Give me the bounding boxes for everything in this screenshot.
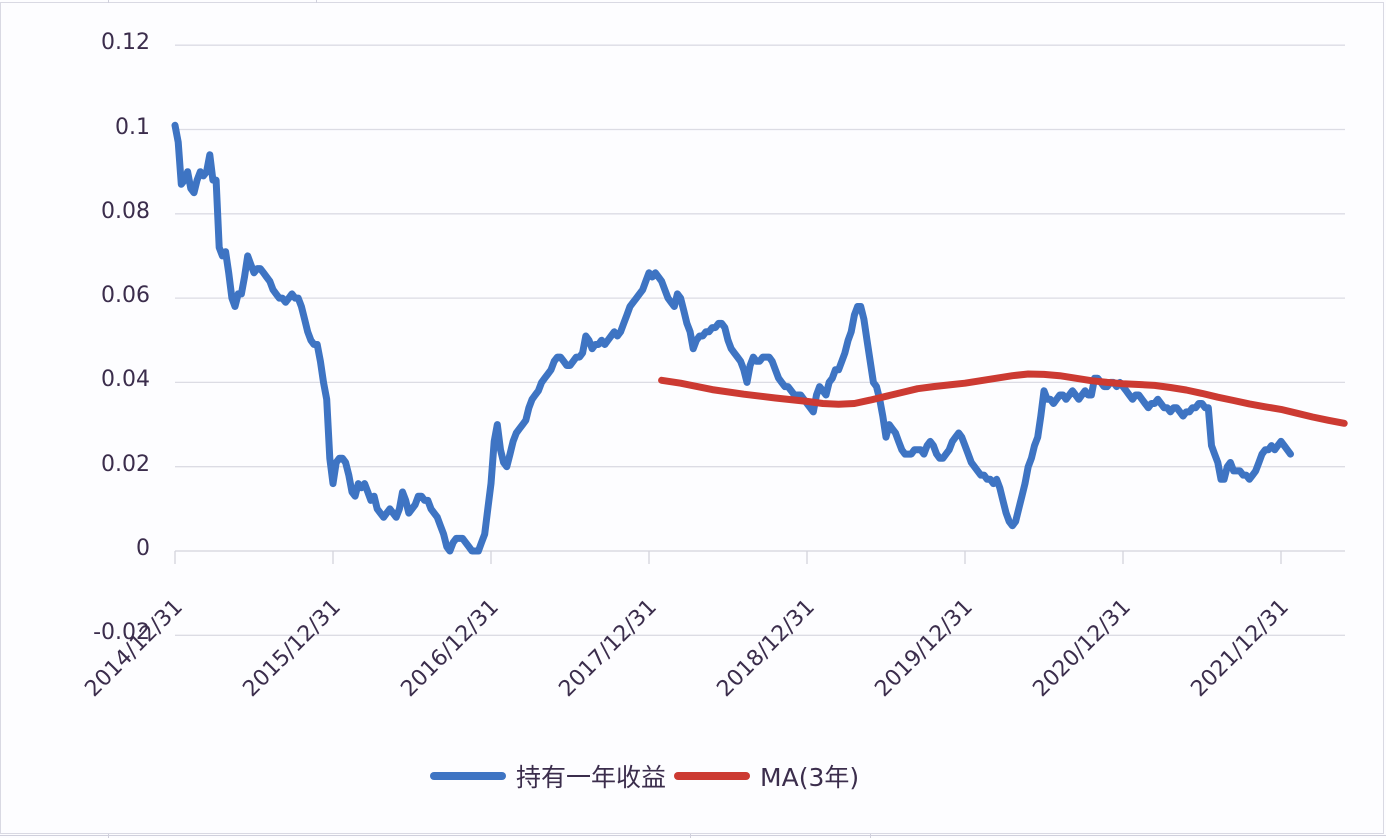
y-tick-label: -0.02 (93, 620, 150, 646)
y-tick-label: 0.04 (101, 367, 150, 393)
cell-gridline (0, 835, 1386, 836)
legend-swatch-blue-icon (430, 772, 506, 780)
y-tick-label: 0.02 (101, 451, 150, 477)
legend-label: 持有一年收益 (516, 763, 667, 792)
y-tick-label: 0.06 (101, 283, 150, 309)
cell-gridline (870, 834, 871, 838)
legend-swatch-red-icon (674, 772, 751, 780)
legend: 持有一年收益 MA(3年) (430, 758, 867, 794)
y-tick-label: 0 (136, 536, 150, 561)
series-line-ma3 (658, 370, 1348, 427)
legend-item-ma3[interactable]: MA(3年) (674, 758, 859, 794)
cell-gridline (690, 834, 691, 838)
y-tick-label: 0.12 (101, 30, 150, 56)
y-tick-label: 0.08 (101, 198, 150, 224)
cell-gridline (108, 0, 109, 3)
legend-label: MA(3年) (760, 763, 860, 792)
cell-gridline (108, 834, 109, 838)
series-line-holding-return (171, 121, 1294, 555)
cell-gridline (316, 0, 317, 3)
legend-item-holding-return[interactable]: 持有一年收益 (430, 758, 666, 794)
y-tick-label: 0.1 (115, 114, 150, 140)
